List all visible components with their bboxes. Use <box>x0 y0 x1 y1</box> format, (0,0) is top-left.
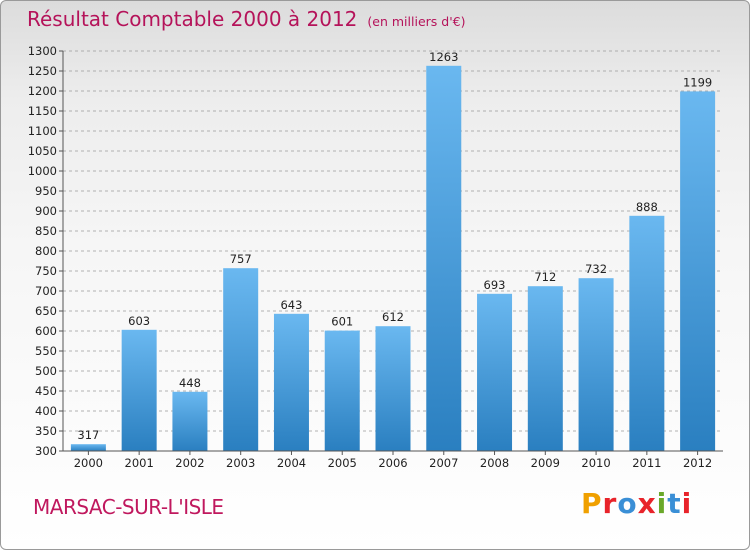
value-label-2002: 448 <box>179 376 201 390</box>
y-tick-label: 600 <box>35 324 57 338</box>
value-label-2006: 612 <box>382 310 404 324</box>
bars <box>70 65 716 452</box>
y-tick-label: 550 <box>35 344 57 358</box>
x-tick-label-2010: 2010 <box>581 456 610 470</box>
y-tick-label: 500 <box>35 364 57 378</box>
x-tick-label-2004: 2004 <box>277 456 306 470</box>
y-tick-label: 300 <box>35 444 57 458</box>
x-tick-label-2009: 2009 <box>531 456 560 470</box>
value-label-2000: 317 <box>77 428 99 442</box>
logo-letter: i <box>656 487 668 520</box>
y-tick-label: 900 <box>35 204 57 218</box>
y-tick-label: 1300 <box>28 44 57 58</box>
logo-letter: r <box>602 487 618 520</box>
y-tick-label: 800 <box>35 244 57 258</box>
y-tick-label: 450 <box>35 384 57 398</box>
value-label-2005: 601 <box>331 315 353 329</box>
value-label-2004: 643 <box>280 298 302 312</box>
x-tick-label-2001: 2001 <box>125 456 154 470</box>
bar-2006 <box>375 326 411 451</box>
y-tick-label: 400 <box>35 404 57 418</box>
bar-2007 <box>426 65 462 452</box>
bar-2004 <box>273 313 309 451</box>
x-tick-label-2005: 2005 <box>328 456 357 470</box>
bar-2000 <box>70 444 106 451</box>
x-tick-label-2006: 2006 <box>378 456 407 470</box>
y-tick-label: 750 <box>35 264 57 278</box>
x-tick-label-2008: 2008 <box>480 456 509 470</box>
value-label-2010: 732 <box>585 262 607 276</box>
logo-letter: x <box>637 487 657 520</box>
chart-subtitle: (en milliers d'€) <box>367 14 466 29</box>
value-label-2007: 1263 <box>429 50 458 64</box>
y-tick-label: 1150 <box>28 104 57 118</box>
value-label-2001: 603 <box>128 314 150 328</box>
y-tick-label: 650 <box>35 304 57 318</box>
y-tick-label: 1000 <box>28 164 57 178</box>
y-tick-label: 1200 <box>28 84 57 98</box>
logo-letter: P <box>581 487 603 520</box>
value-label-2003: 757 <box>230 252 252 266</box>
y-tick-label: 1050 <box>28 144 57 158</box>
x-tick-label-2012: 2012 <box>683 456 712 470</box>
labels: 317 603 448 757 643 601 612 1263 693 712 732 888 119… <box>77 50 712 442</box>
value-label-2008: 693 <box>484 278 506 292</box>
value-label-2009: 712 <box>534 270 556 284</box>
y-tick-label: 950 <box>35 184 57 198</box>
bar-2001 <box>121 329 157 451</box>
y-tick-label: 850 <box>35 224 57 238</box>
x-tick-label-2011: 2011 <box>632 456 661 470</box>
x-tick-label-2000: 2000 <box>74 456 103 470</box>
value-label-2012: 1199 <box>683 75 712 89</box>
logo-letter: t <box>667 487 682 520</box>
chart-title-text: Résultat Comptable 2000 à 2012 <box>27 7 358 31</box>
y-tick-label: 700 <box>35 284 57 298</box>
bar-2005 <box>324 330 360 451</box>
value-label-2011: 888 <box>636 200 658 214</box>
bar-2009 <box>527 286 563 451</box>
x-tick-label-2007: 2007 <box>429 456 458 470</box>
chart-title: Résultat Comptable 2000 à 2012 (en millie… <box>27 7 465 31</box>
x-tick-label-2003: 2003 <box>226 456 255 470</box>
y-tick-label: 350 <box>35 424 57 438</box>
town-name: MARSAC-SUR-L'ISLE <box>33 495 224 519</box>
y-tick-label: 1100 <box>28 124 57 138</box>
bar-2011 <box>629 215 665 451</box>
bar-2003 <box>223 268 259 451</box>
bar-2012 <box>680 91 716 452</box>
axes: 300 350 400 450 500 550 600 650 700 750 800 850 900 9… <box>28 44 723 470</box>
x-tick-label-2002: 2002 <box>175 456 204 470</box>
bar-2002 <box>172 391 208 451</box>
bar-2008 <box>477 293 513 451</box>
logo-letter: o <box>617 487 638 520</box>
proxiti-logo: Proxiti <box>581 487 692 520</box>
y-tick-label: 1250 <box>28 64 57 78</box>
logo-letter: i <box>681 487 693 520</box>
bar-2010 <box>578 278 614 451</box>
